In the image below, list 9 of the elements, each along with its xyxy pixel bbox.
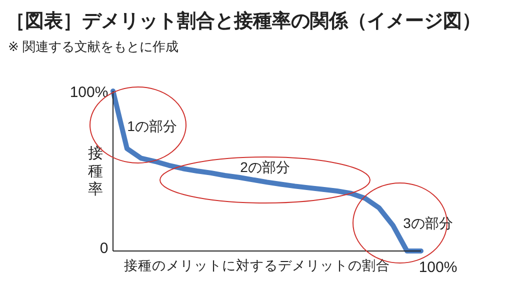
y-axis-title: 接種率 xyxy=(88,145,103,199)
annotation: 1の部分 xyxy=(127,118,177,134)
text: 100% xyxy=(418,259,458,276)
text: 100% xyxy=(70,84,108,101)
chart-title: ［図表］デメリット割合と接種率の関係（イメージ図） xyxy=(6,10,481,34)
x-axis-title: 接種のメリットに対するデメリットの割合 xyxy=(124,257,390,275)
text: 0 xyxy=(100,240,108,257)
annotation: 2の部分 xyxy=(240,159,290,175)
chart-subtitle: ※ 関連する文献をもとに作成 xyxy=(8,38,179,56)
